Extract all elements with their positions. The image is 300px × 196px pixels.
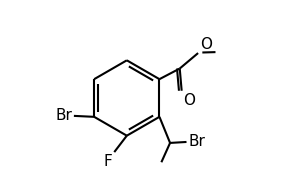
Text: Br: Br [188, 134, 205, 150]
Text: O: O [200, 36, 211, 52]
Text: F: F [103, 154, 112, 169]
Text: O: O [184, 93, 196, 108]
Text: Br: Br [56, 108, 72, 123]
